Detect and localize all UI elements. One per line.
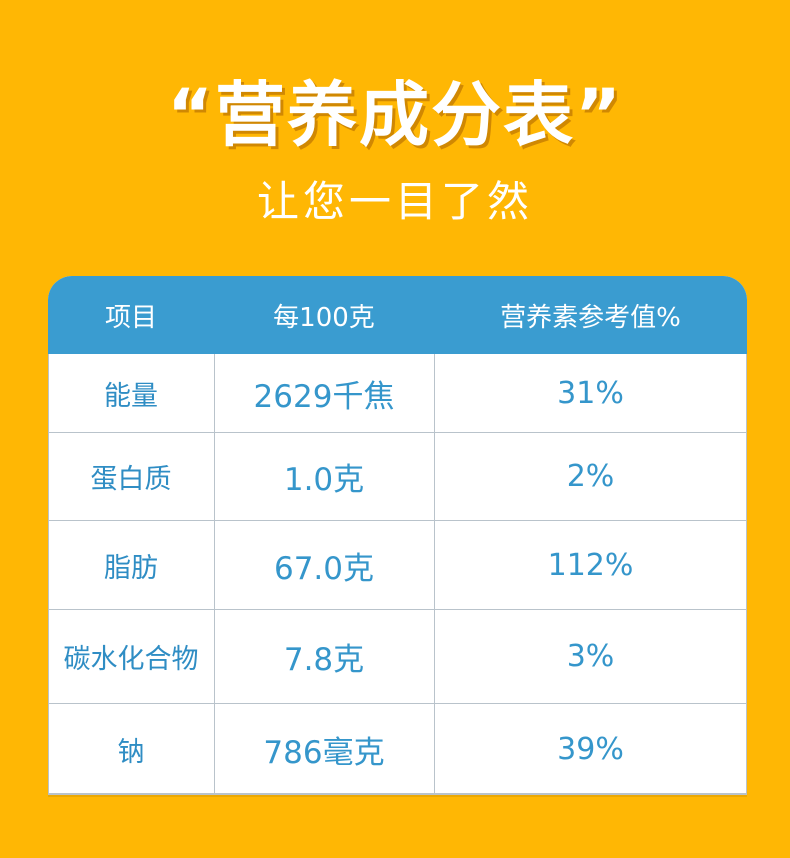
table-row: 碳水化合物 7.8克 3% (48, 610, 747, 704)
header-item: 项目 (104, 303, 157, 333)
page-title: “营养成分表” (166, 74, 623, 156)
table-row: 蛋白质 1.0克 2% (48, 433, 747, 521)
nutrient-nrv: 39% (557, 731, 624, 767)
table-header: 项目 每100克 营养素参考值% (48, 276, 747, 354)
page-subtitle: 让您一目了然 (256, 177, 533, 226)
header-nrv: 营养素参考值% (500, 303, 681, 333)
nutrient-nrv: 3% (566, 639, 615, 674)
nutrient-nrv: 31% (557, 375, 624, 411)
table-row: 脂肪 67.0克 112% (48, 521, 747, 610)
nutrient-amount: 7.8克 (214, 610, 435, 703)
nutrient-amount: 786毫克 (214, 704, 435, 794)
table-row: 钠 786毫克 39% (48, 704, 747, 795)
nutrient-amount: 2629千焦 (214, 354, 435, 432)
nutrient-nrv: 2% (566, 459, 615, 494)
nutrient-name: 蛋白质 (48, 433, 215, 520)
nutrient-amount: 1.0克 (214, 433, 435, 520)
nutrition-table: 项目 每100克 营养素参考值% 能量 2629千焦 31% 蛋白质 1.0克 … (48, 276, 747, 795)
nutrient-name: 能量 (48, 354, 215, 432)
nutrient-name: 脂肪 (48, 521, 215, 609)
nutrient-name: 碳水化合物 (48, 610, 215, 703)
nutrient-name: 钠 (48, 704, 215, 794)
table-row: 能量 2629千焦 31% (48, 354, 747, 433)
nutrient-nrv: 112% (547, 547, 634, 583)
nutrient-amount: 67.0克 (214, 521, 435, 609)
header-per-100g: 每100克 (273, 303, 375, 333)
